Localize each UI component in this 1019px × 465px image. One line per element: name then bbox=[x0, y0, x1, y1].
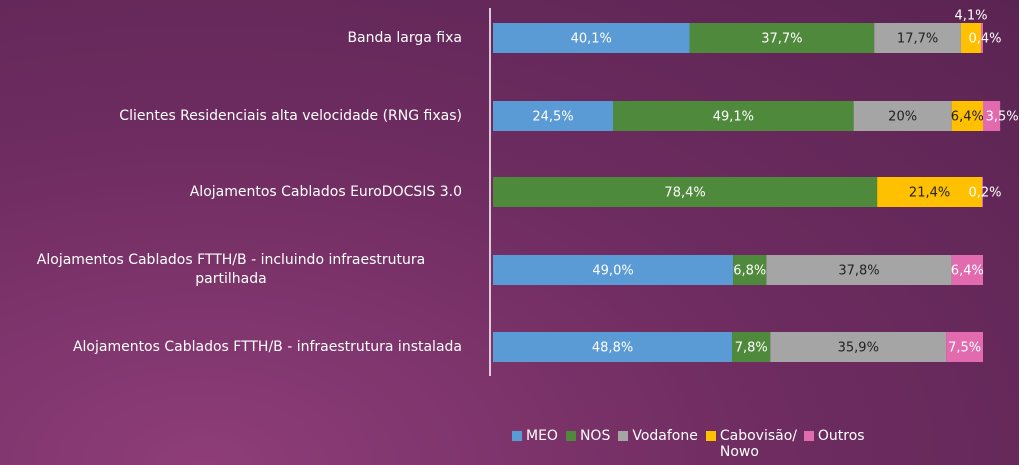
bar-segment bbox=[493, 332, 733, 362]
data-label: 24,5% bbox=[532, 110, 573, 125]
legend-label: MEO bbox=[526, 428, 558, 444]
bar-segment bbox=[960, 23, 982, 53]
legend-item: Vodafone bbox=[618, 428, 698, 460]
legend-item: Cabovisão/ Nowo bbox=[705, 428, 797, 460]
data-label: 6,8% bbox=[733, 264, 766, 279]
bar-segment bbox=[983, 101, 1001, 131]
data-label: 37,8% bbox=[838, 264, 879, 279]
bar-segment bbox=[493, 255, 734, 285]
data-label: 37,7% bbox=[761, 32, 802, 47]
bar-segment bbox=[946, 332, 983, 362]
legend-item: Outros bbox=[803, 428, 865, 460]
legend-swatch bbox=[618, 431, 629, 441]
legend-swatch bbox=[803, 431, 814, 441]
category-label: Alojamentos Cablados FTTH/B - incluindo … bbox=[36, 252, 426, 287]
data-label: 7,5% bbox=[948, 341, 981, 356]
data-label: 48,8% bbox=[592, 341, 633, 356]
data-label: 78,4% bbox=[664, 186, 705, 201]
legend-swatch bbox=[565, 431, 576, 441]
bar-segment bbox=[613, 101, 854, 131]
bar-segment bbox=[493, 23, 690, 53]
bar-segment bbox=[770, 332, 947, 362]
bar-segment bbox=[493, 101, 614, 131]
data-label: 4,1% bbox=[954, 9, 987, 24]
category-label: Alojamentos Cablados EuroDOCSIS 3.0 bbox=[189, 183, 462, 200]
bar-segment bbox=[732, 332, 771, 362]
bar-segment bbox=[689, 23, 875, 53]
legend-label: Cabovisão/ Nowo bbox=[719, 428, 797, 460]
bar-segment bbox=[853, 101, 952, 131]
bar-segment bbox=[877, 177, 983, 207]
data-label: 40,1% bbox=[571, 32, 612, 47]
data-label: 3,5% bbox=[986, 110, 1019, 125]
data-label: 35,9% bbox=[838, 341, 879, 356]
legend-item: NOS bbox=[565, 428, 611, 460]
category-label: Clientes Residenciais alta velocidade (R… bbox=[119, 107, 462, 124]
data-label: 6,4% bbox=[951, 264, 984, 279]
legend-label: Vodafone bbox=[632, 428, 698, 444]
legend-label: NOS bbox=[579, 428, 611, 444]
legend-swatch bbox=[512, 431, 522, 441]
bar-segment bbox=[981, 23, 983, 53]
legend-item: MEO bbox=[512, 428, 558, 460]
data-label: 21,4% bbox=[909, 186, 950, 201]
bar-segment bbox=[874, 23, 961, 53]
data-label: 17,7% bbox=[897, 32, 938, 47]
bar-segment bbox=[733, 255, 767, 285]
category-label: Banda larga fixa bbox=[347, 29, 462, 46]
data-label: 6,4% bbox=[951, 110, 984, 125]
data-label: 0,2% bbox=[968, 186, 1001, 201]
bar-segment bbox=[493, 177, 878, 207]
legend: MEO NOS Vodafone Cabovisão/ Nowo Outros bbox=[512, 428, 873, 460]
data-label: 49,0% bbox=[592, 264, 633, 279]
legend-swatch bbox=[705, 431, 716, 441]
legend-label: Outros bbox=[817, 428, 865, 444]
bar-segment bbox=[766, 255, 952, 285]
data-label: 0,4% bbox=[968, 32, 1001, 47]
category-label: Alojamentos Cablados FTTH/B - infraestru… bbox=[72, 338, 462, 355]
bar-segment bbox=[982, 177, 983, 207]
bar-segment bbox=[951, 101, 983, 131]
data-label: 49,1% bbox=[713, 110, 754, 125]
data-label: 20% bbox=[888, 110, 917, 125]
bar-segment bbox=[951, 255, 983, 285]
data-label: 7,8% bbox=[735, 341, 768, 356]
